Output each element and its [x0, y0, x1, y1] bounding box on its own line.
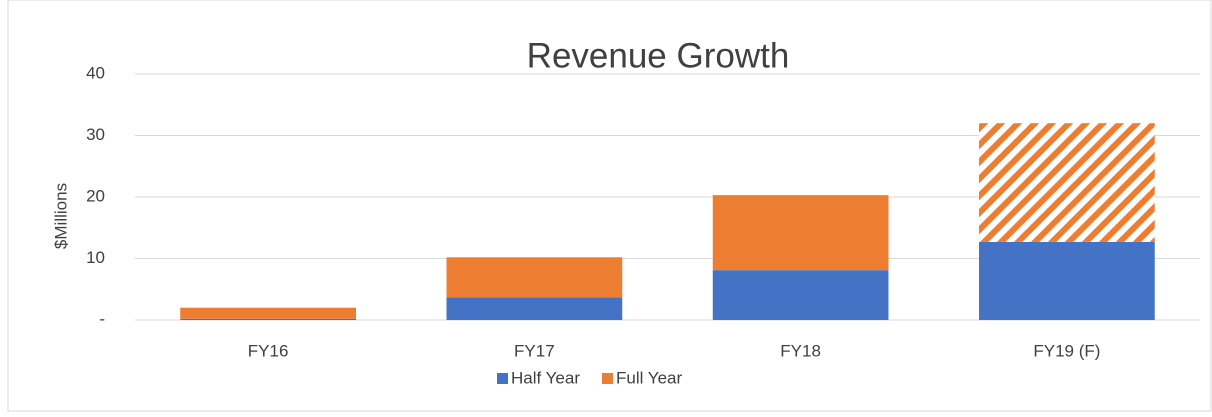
y-tick-label: 40: [86, 63, 105, 82]
y-tick-label: 30: [86, 125, 105, 144]
y-tick-label: -: [99, 309, 105, 328]
y-tick-label: 20: [86, 186, 105, 205]
bar-segment: [446, 297, 623, 320]
x-tick-label: FY16: [248, 341, 289, 360]
bar-segment: [180, 318, 356, 320]
bar-segment: [712, 195, 889, 271]
x-tick-label: FY18: [780, 341, 821, 360]
y-axis-label: $Millions: [51, 183, 70, 249]
legend-swatch: [602, 373, 613, 384]
y-tick-label: 10: [86, 248, 105, 267]
x-tick-label: FY17: [514, 341, 555, 360]
bar-segment: [979, 123, 1155, 242]
legend-label: Full Year: [616, 368, 682, 387]
bar-segment: [979, 241, 1155, 320]
legend-label: Half Year: [511, 368, 580, 387]
legend-swatch: [497, 373, 508, 384]
bar-segment: [446, 257, 623, 298]
chart-title: Revenue Growth: [527, 36, 790, 75]
bar-segment: [712, 270, 889, 320]
bar-segment: [180, 307, 356, 319]
chart-border: [7, 0, 1212, 412]
x-tick-label: FY19 (F): [1033, 341, 1100, 360]
